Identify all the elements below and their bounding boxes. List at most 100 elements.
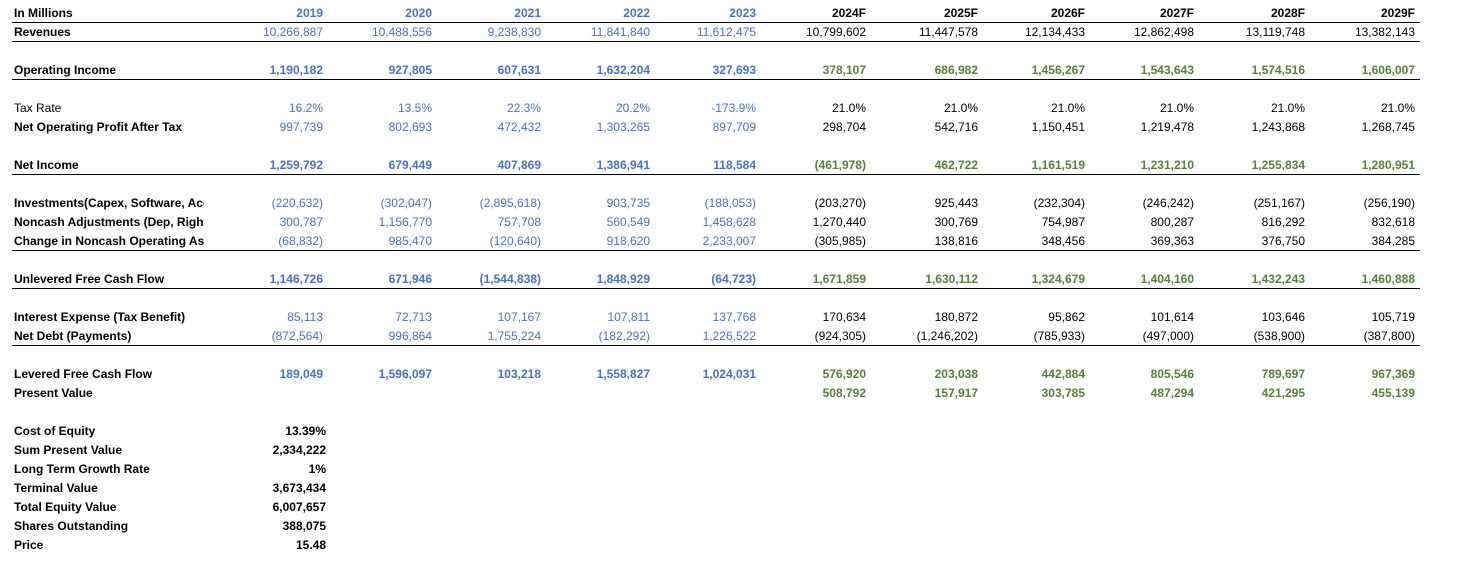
table-cell: 137,768 <box>712 310 756 324</box>
table-cell: (251,167) <box>1253 196 1305 210</box>
summary-value: 3,673,434 <box>272 481 326 495</box>
table-cell: (1,544,838) <box>479 272 541 286</box>
summary-row: Long Term Growth Rate 1% <box>12 460 342 479</box>
year-header-2022: 2022 <box>623 6 650 20</box>
row-label: Unlevered Free Cash Flow <box>14 272 165 286</box>
year-header-2025F: 2025F <box>943 6 978 20</box>
table-cell: 369,363 <box>1150 234 1194 248</box>
table-cell: 157,917 <box>934 386 978 400</box>
table-cell: 897,709 <box>712 120 756 134</box>
table-cell: 757,708 <box>497 215 541 229</box>
table-cell: 1,324,679 <box>1031 272 1085 286</box>
table-cell: 686,982 <box>934 63 978 77</box>
table-cell <box>441 384 541 403</box>
table-cell <box>550 384 650 403</box>
header-row: In Millions 2019 2020 2021 2022 2023 2024F 202… <box>12 4 1420 23</box>
table-cell: 107,167 <box>497 310 541 324</box>
table-cell: 1,606,007 <box>1361 63 1415 77</box>
table-cell: 985,470 <box>388 234 432 248</box>
table-cell: 95,862 <box>1048 310 1085 324</box>
table-cell: 11,447,578 <box>918 25 978 39</box>
summary-value: 2,334,222 <box>272 443 326 457</box>
summary-value: 13.39% <box>285 424 326 438</box>
table-cell: 802,693 <box>388 120 432 134</box>
table-cell: 21.0% <box>1050 101 1085 115</box>
table-cell: 384,285 <box>1371 234 1415 248</box>
table-cell: 967,369 <box>1371 367 1415 381</box>
year-header-2029F: 2029F <box>1380 6 1415 20</box>
table-cell: 508,792 <box>822 386 866 400</box>
table-cell: 1,630,112 <box>925 272 978 286</box>
row-rule <box>12 250 1420 251</box>
table-cell: 300,787 <box>279 215 323 229</box>
table-row: Investments(Capex, Software, Acquisition… <box>12 194 1420 213</box>
row-label: Net Debt (Payments) <box>14 329 132 343</box>
row-rule <box>12 174 1420 175</box>
table-cell: 107,811 <box>607 310 651 324</box>
table-cell: 189,049 <box>279 367 323 381</box>
table-cell: 925,443 <box>934 196 978 210</box>
year-header-2026F: 2026F <box>1050 6 1085 20</box>
table-cell: 1,543,643 <box>1140 63 1194 77</box>
table-cell: (68,832) <box>278 234 323 248</box>
table-cell: 1,270,440 <box>812 215 866 229</box>
summary-label: Long Term Growth Rate <box>14 462 150 476</box>
row-label: Noncash Adjustments (Dep, Right of Use) <box>14 215 204 229</box>
summary-label: Sum Present Value <box>14 443 123 457</box>
table-cell: 487,294 <box>1150 386 1194 400</box>
table-cell: 1,146,726 <box>269 272 323 286</box>
table-cell: 1,156,770 <box>378 215 432 229</box>
table-cell: 832,618 <box>1371 215 1415 229</box>
table-cell: 348,456 <box>1041 234 1085 248</box>
table-cell: 679,449 <box>388 158 432 172</box>
table-cell: 21.0% <box>831 101 866 115</box>
table-cell: 85,113 <box>287 310 323 324</box>
table-cell: 1,150,451 <box>1031 120 1085 134</box>
table-cell <box>656 384 756 403</box>
table-cell: 103,646 <box>1261 310 1305 324</box>
table-cell: 1,848,929 <box>596 272 650 286</box>
table-cell: (120,640) <box>489 234 541 248</box>
table-cell: 1,259,792 <box>269 158 323 172</box>
table-cell: 1,386,941 <box>596 158 650 172</box>
table-cell: 805,546 <box>1150 367 1194 381</box>
summary-row: Cost of Equity 13.39% <box>12 422 342 441</box>
table-cell: 800,287 <box>1150 215 1194 229</box>
table-cell: 789,697 <box>1261 367 1305 381</box>
table-cell: 816,292 <box>1261 215 1305 229</box>
year-header-2028F: 2028F <box>1270 6 1305 20</box>
table-cell: (497,000) <box>1142 329 1194 343</box>
table-cell: -173.9% <box>711 101 756 115</box>
table-cell: 101,614 <box>1150 310 1194 324</box>
table-cell: 1,024,031 <box>702 367 756 381</box>
table-row: Noncash Adjustments (Dep, Right of Use) 3… <box>12 213 1420 232</box>
table-cell: 997,739 <box>279 120 323 134</box>
row-label: Net Income <box>14 158 79 172</box>
table-cell: 421,295 <box>1261 386 1305 400</box>
table-row: Net Income 1,259,792 679,449 407,869 1,386,9… <box>12 156 1420 175</box>
table-cell: 462,722 <box>934 158 978 172</box>
table-cell: 542,716 <box>934 120 978 134</box>
table-cell: 170,634 <box>822 310 866 324</box>
table-cell: 16.2% <box>288 101 323 115</box>
table-cell: 1,280,951 <box>1361 158 1415 172</box>
table-cell: (785,933) <box>1033 329 1085 343</box>
year-header-2019: 2019 <box>296 6 323 20</box>
summary-value: 388,075 <box>282 519 326 533</box>
row-rule <box>12 288 1420 289</box>
summary-label: Shares Outstanding <box>14 519 129 533</box>
summary-row: Price 15.48 <box>12 536 342 555</box>
table-cell: (203,270) <box>814 196 866 210</box>
summary-label: Price <box>14 538 44 552</box>
table-cell: (64,723) <box>711 272 756 286</box>
table-cell: 303,785 <box>1041 386 1085 400</box>
table-cell: 1,243,868 <box>1251 120 1305 134</box>
row-label: Interest Expense (Tax Benefit) <box>14 310 186 324</box>
table-cell: 13.5% <box>397 101 432 115</box>
row-label: Tax Rate <box>14 101 62 115</box>
table-cell: 376,750 <box>1261 234 1305 248</box>
table-cell: 1,456,267 <box>1031 63 1085 77</box>
table-cell: (246,242) <box>1142 196 1194 210</box>
table-cell: 754,987 <box>1041 215 1085 229</box>
row-label: Revenues <box>14 25 71 39</box>
